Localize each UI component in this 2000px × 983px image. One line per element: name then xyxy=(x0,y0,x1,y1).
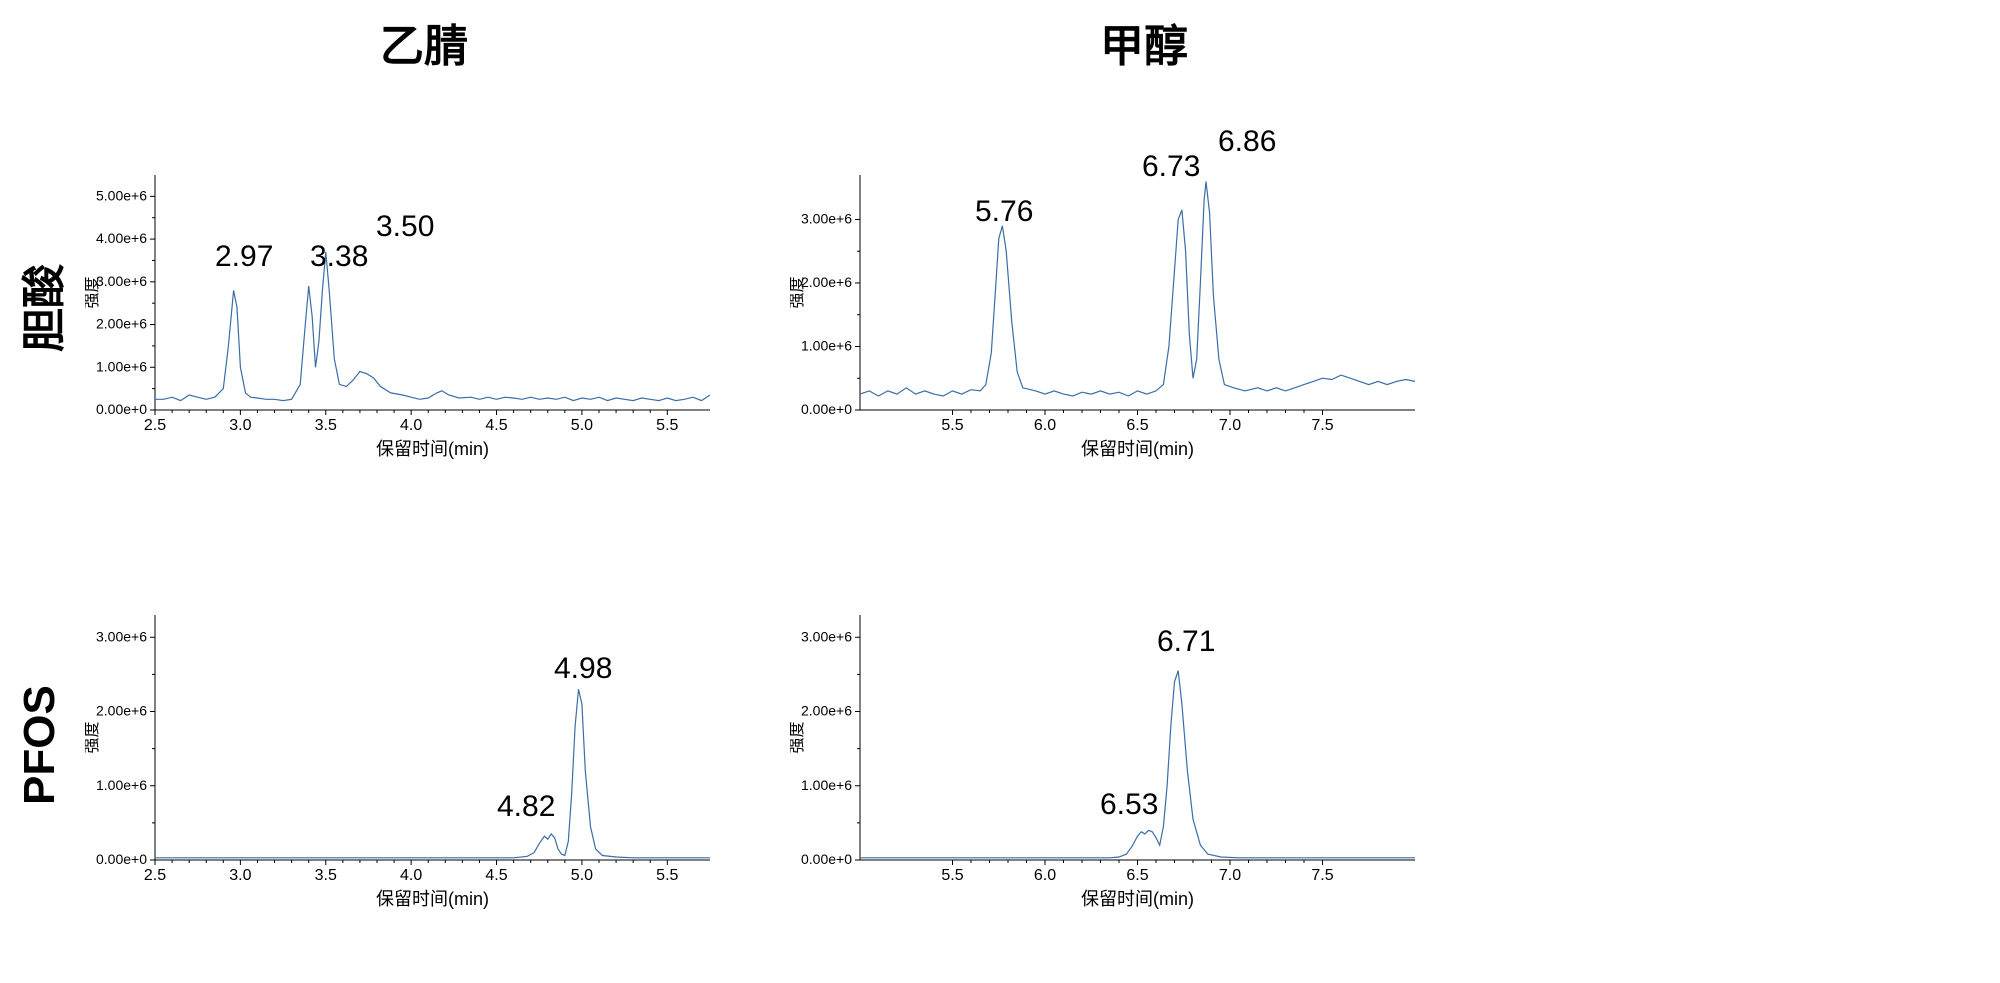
chromatogram-trace xyxy=(155,689,710,858)
xtick-label: 5.5 xyxy=(941,867,963,884)
ytick-label: 4.00e+6 xyxy=(96,230,147,246)
ytick-label: 0.00e+0 xyxy=(801,401,852,417)
peak-label: 3.50 xyxy=(376,210,434,244)
ytick-label: 1.00e+6 xyxy=(96,358,147,374)
xtick-label: 2.5 xyxy=(144,867,166,884)
panel-bile-meoh: 0.00e+0 1.00e+6 2.00e+6 3.00e+6 5.5 6.0 6.5 7.0… xyxy=(790,165,1420,465)
peak-label: 4.82 xyxy=(497,790,555,824)
peak-label: 2.97 xyxy=(215,240,273,274)
xtick-label: 4.5 xyxy=(485,417,507,434)
x-axis-title: 保留时间(min) xyxy=(376,889,489,909)
chromatogram-trace xyxy=(155,252,710,401)
peak-label: 6.86 xyxy=(1218,125,1276,159)
ytick-label: 3.00e+6 xyxy=(801,210,852,226)
xtick-label: 7.5 xyxy=(1311,417,1333,434)
col-title-meoh: 甲醇 xyxy=(1100,10,1188,74)
peak-label: 6.73 xyxy=(1142,150,1200,184)
ytick-label: 0.00e+0 xyxy=(801,851,852,867)
xtick-label: 7.0 xyxy=(1219,417,1241,434)
ytick-label: 0.00e+0 xyxy=(96,401,147,417)
chart-svg: 0.00e+0 1.00e+6 2.00e+6 3.00e+6 2.5 3.0 3.5 4.0… xyxy=(85,605,715,915)
xtick-label: 7.5 xyxy=(1311,867,1333,884)
y-axis-title: 强度 xyxy=(85,276,101,308)
xtick-label: 4.5 xyxy=(485,867,507,884)
ytick-label: 2.00e+6 xyxy=(96,316,147,332)
x-axis-title: 保留时间(min) xyxy=(1081,439,1194,459)
col-title-acn: 乙腈 xyxy=(380,10,468,74)
xtick-label: 3.0 xyxy=(229,417,251,434)
xtick-label: 5.5 xyxy=(656,867,678,884)
xtick-label: 6.0 xyxy=(1034,867,1056,884)
chart-svg: 0.00e+0 1.00e+6 2.00e+6 3.00e+6 5.5 6.0 6.5 7.0… xyxy=(790,605,1420,915)
xtick-label: 6.0 xyxy=(1034,417,1056,434)
xtick-label: 2.5 xyxy=(144,417,166,434)
chart-svg: 0.00e+0 1.00e+6 2.00e+6 3.00e+6 5.5 6.0 6.5 7.0… xyxy=(790,165,1420,465)
panel-bile-acn: 0.00e+0 1.00e+6 2.00e+6 3.00e+6 4.00e+6 5.00e… xyxy=(85,165,715,465)
y-axis-title: 强度 xyxy=(790,276,806,308)
peak-label: 5.76 xyxy=(975,195,1033,229)
ytick-label: 2.00e+6 xyxy=(96,703,147,719)
ytick-label: 1.00e+6 xyxy=(96,777,147,793)
ytick-label: 2.00e+6 xyxy=(801,703,852,719)
panel-pfos-acn: 0.00e+0 1.00e+6 2.00e+6 3.00e+6 2.5 3.0 3.5 4.0… xyxy=(85,605,715,915)
row-label-pfos: PFOS xyxy=(15,705,65,805)
ytick-label: 1.00e+6 xyxy=(801,777,852,793)
chromatogram-trace xyxy=(860,671,1415,858)
figure-page: 乙腈 甲醇 胆酸 PFOS 0.00e+0 1.00e+6 2.00e+6 3.00e… xyxy=(0,0,2000,983)
xtick-label: 6.5 xyxy=(1126,867,1148,884)
row-label-bile: 胆酸 xyxy=(8,272,72,352)
xtick-label: 3.5 xyxy=(315,417,337,434)
peak-label: 3.38 xyxy=(310,240,368,274)
ytick-label: 2.00e+6 xyxy=(801,274,852,290)
xtick-label: 4.0 xyxy=(400,867,422,884)
y-axis-title: 强度 xyxy=(85,721,101,753)
xtick-label: 4.0 xyxy=(400,417,422,434)
xtick-label: 5.5 xyxy=(656,417,678,434)
x-axis-title: 保留时间(min) xyxy=(1081,889,1194,909)
chromatogram-trace xyxy=(860,181,1415,396)
xtick-label: 5.5 xyxy=(941,417,963,434)
peak-label: 4.98 xyxy=(554,652,612,686)
peak-label: 6.53 xyxy=(1100,788,1158,822)
ytick-label: 3.00e+6 xyxy=(801,628,852,644)
xtick-label: 5.0 xyxy=(571,417,593,434)
xtick-label: 3.0 xyxy=(229,867,251,884)
ytick-label: 0.00e+0 xyxy=(96,851,147,867)
y-axis-title: 强度 xyxy=(790,721,806,753)
ytick-label: 3.00e+6 xyxy=(96,273,147,289)
x-axis-title: 保留时间(min) xyxy=(376,439,489,459)
ytick-label: 1.00e+6 xyxy=(801,337,852,353)
ytick-label: 3.00e+6 xyxy=(96,628,147,644)
peak-label: 6.71 xyxy=(1157,625,1215,659)
panel-pfos-meoh: 0.00e+0 1.00e+6 2.00e+6 3.00e+6 5.5 6.0 6.5 7.0… xyxy=(790,605,1420,915)
ytick-label: 5.00e+6 xyxy=(96,187,147,203)
xtick-label: 5.0 xyxy=(571,867,593,884)
xtick-label: 6.5 xyxy=(1126,417,1148,434)
xtick-label: 7.0 xyxy=(1219,867,1241,884)
xtick-label: 3.5 xyxy=(315,867,337,884)
